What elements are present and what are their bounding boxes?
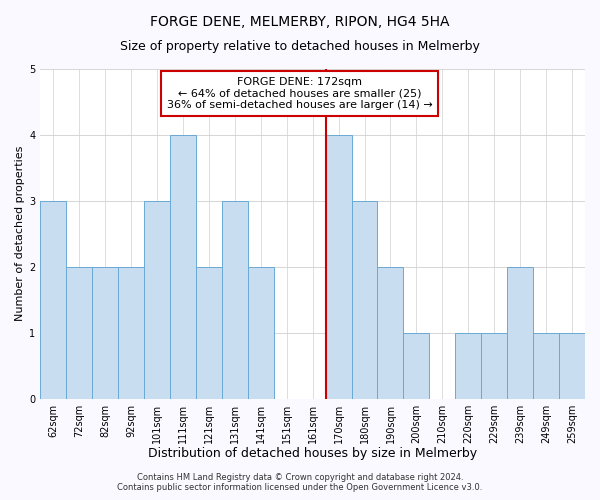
Bar xyxy=(144,201,170,398)
Bar xyxy=(118,267,144,398)
Text: Contains HM Land Registry data © Crown copyright and database right 2024.
Contai: Contains HM Land Registry data © Crown c… xyxy=(118,473,482,492)
Text: FORGE DENE, MELMERBY, RIPON, HG4 5HA: FORGE DENE, MELMERBY, RIPON, HG4 5HA xyxy=(150,15,450,29)
X-axis label: Distribution of detached houses by size in Melmerby: Distribution of detached houses by size … xyxy=(148,447,477,460)
Text: Size of property relative to detached houses in Melmerby: Size of property relative to detached ho… xyxy=(120,40,480,53)
Y-axis label: Number of detached properties: Number of detached properties xyxy=(15,146,25,322)
Bar xyxy=(403,332,430,398)
Bar xyxy=(326,135,352,398)
Bar xyxy=(455,332,481,398)
Bar xyxy=(559,332,585,398)
Bar xyxy=(222,201,248,398)
Bar xyxy=(352,201,377,398)
Bar xyxy=(507,267,533,398)
Bar xyxy=(248,267,274,398)
Text: FORGE DENE: 172sqm
← 64% of detached houses are smaller (25)
36% of semi-detache: FORGE DENE: 172sqm ← 64% of detached hou… xyxy=(167,77,433,110)
Bar xyxy=(92,267,118,398)
Bar xyxy=(40,201,66,398)
Bar xyxy=(66,267,92,398)
Bar xyxy=(170,135,196,398)
Bar xyxy=(196,267,222,398)
Bar xyxy=(533,332,559,398)
Bar xyxy=(377,267,403,398)
Bar xyxy=(481,332,507,398)
